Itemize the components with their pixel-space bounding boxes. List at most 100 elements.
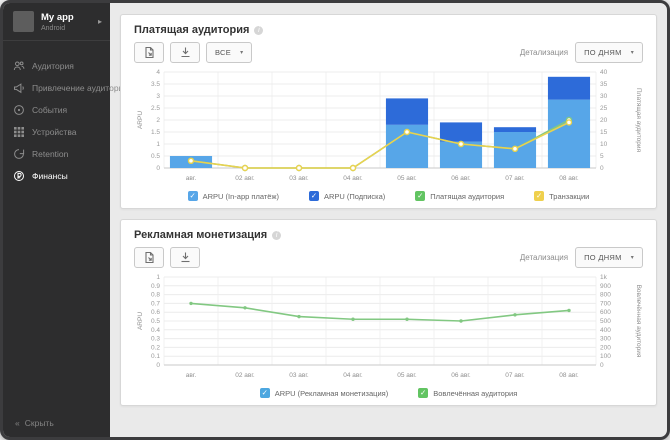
document-export-icon <box>144 251 154 264</box>
granularity-label: Детализация <box>519 253 569 262</box>
svg-text:0.3: 0.3 <box>151 336 160 343</box>
download-button[interactable] <box>170 247 200 268</box>
finance-icon <box>13 170 25 182</box>
granularity-dropdown[interactable]: ПО ДНЯМ ▾ <box>575 42 643 63</box>
legend-item[interactable]: ✓ Транзакции <box>534 191 589 201</box>
svg-text:20: 20 <box>600 117 608 124</box>
svg-text:2: 2 <box>156 117 160 124</box>
svg-text:1: 1 <box>156 141 160 148</box>
filter-dropdown[interactable]: ВСЕ ▾ <box>206 42 253 63</box>
sidebar-item-events[interactable]: События <box>3 99 110 121</box>
page-title: Рекламная монетизация <box>134 229 268 241</box>
svg-text:200: 200 <box>600 344 611 351</box>
report-button[interactable] <box>134 247 164 268</box>
checkbox-checked-icon[interactable]: ✓ <box>187 191 198 201</box>
svg-text:40: 40 <box>600 69 608 76</box>
sidebar-item-retention[interactable]: Retention <box>3 143 110 165</box>
legend-item[interactable]: ✓ Вовлечённая аудитория <box>418 388 517 398</box>
events-icon <box>13 104 25 116</box>
sidebar-item-finance[interactable]: Финансы <box>3 165 110 187</box>
svg-text:3.5: 3.5 <box>151 81 160 88</box>
checkbox-checked-icon[interactable]: ✓ <box>534 191 545 201</box>
svg-text:1: 1 <box>156 274 160 281</box>
audience-icon <box>13 60 25 72</box>
download-button[interactable] <box>170 42 200 63</box>
sidebar-item-audience[interactable]: Аудитория <box>3 55 110 77</box>
svg-text:1k: 1k <box>600 274 608 281</box>
svg-text:0.2: 0.2 <box>151 344 160 351</box>
svg-text:600: 600 <box>600 309 611 316</box>
sidebar-nav: Аудитория Привлечение аудитории События Уст… <box>3 55 128 187</box>
svg-text:07 авг.: 07 авг. <box>505 372 525 379</box>
svg-text:02 авг.: 02 авг. <box>235 372 255 379</box>
download-icon <box>181 47 189 58</box>
panel-header: Платящая аудитория i <box>134 24 643 36</box>
info-icon[interactable]: i <box>254 25 264 35</box>
legend-item[interactable]: ✓ ARPU (Рекламная монетизация) <box>259 388 389 398</box>
svg-text:Платящая аудитория: Платящая аудитория <box>635 88 642 152</box>
svg-text:0.1: 0.1 <box>151 353 160 360</box>
svg-text:0: 0 <box>600 362 604 369</box>
svg-text:900: 900 <box>600 283 611 290</box>
sidebar-item-label: Финансы <box>32 171 68 181</box>
svg-text:06 авг.: 06 авг. <box>451 175 471 182</box>
svg-text:02 авг.: 02 авг. <box>235 175 255 182</box>
sidebar-item-acquisition[interactable]: Привлечение аудитории <box>3 77 128 99</box>
info-icon[interactable]: i <box>272 230 282 240</box>
app-avatar <box>13 11 34 32</box>
svg-text:10: 10 <box>600 141 608 148</box>
svg-text:07 авг.: 07 авг. <box>505 175 525 182</box>
retention-icon <box>13 148 25 160</box>
acquisition-icon <box>13 82 25 94</box>
devices-icon <box>13 126 25 138</box>
svg-text:5: 5 <box>600 153 604 160</box>
svg-text:0.7: 0.7 <box>151 300 160 307</box>
svg-text:500: 500 <box>600 318 611 325</box>
svg-text:0: 0 <box>600 165 604 172</box>
svg-text:04 авг.: 04 авг. <box>343 175 363 182</box>
checkbox-checked-icon[interactable]: ✓ <box>308 191 319 201</box>
svg-text:03 авг.: 03 авг. <box>289 372 309 379</box>
app-switcher[interactable]: My app Android ▸ <box>3 3 110 41</box>
sidebar-item-label: Привлечение аудитории <box>32 83 129 93</box>
svg-text:300: 300 <box>600 336 611 343</box>
granularity-label: Детализация <box>519 48 569 57</box>
svg-text:35: 35 <box>600 81 608 88</box>
granularity-value: ПО ДНЯМ <box>584 253 622 262</box>
svg-text:2.5: 2.5 <box>151 105 160 112</box>
svg-text:25: 25 <box>600 105 608 112</box>
checkbox-checked-icon[interactable]: ✓ <box>415 191 426 201</box>
svg-text:1.5: 1.5 <box>151 129 160 136</box>
collapse-sidebar-button[interactable]: « Скрыть <box>3 409 110 437</box>
report-button[interactable] <box>134 42 164 63</box>
svg-text:0.9: 0.9 <box>151 283 160 290</box>
app-platform: Android <box>41 24 66 32</box>
svg-text:15: 15 <box>600 129 608 136</box>
granularity-dropdown[interactable]: ПО ДНЯМ ▾ <box>575 247 643 268</box>
sidebar-item-devices[interactable]: Устройства <box>3 121 110 143</box>
svg-text:Вовлечённая аудитория: Вовлечённая аудитория <box>635 285 642 358</box>
panel-ad-monetization: Рекламная монетизация i Детализация ПО Д… <box>120 219 657 406</box>
legend-item[interactable]: ✓ ARPU (In-app платёж) <box>187 191 279 201</box>
checkbox-checked-icon[interactable]: ✓ <box>418 388 429 398</box>
svg-text:30: 30 <box>600 93 608 100</box>
chevron-down-icon: ▾ <box>630 255 634 261</box>
checkbox-checked-icon[interactable]: ✓ <box>259 388 270 398</box>
legend-label: Платящая аудитория <box>430 191 505 201</box>
legend-label: ARPU (Рекламная монетизация) <box>274 388 389 398</box>
sidebar-item-label: События <box>32 105 68 115</box>
legend-item[interactable]: ✓ Платящая аудитория <box>415 191 504 201</box>
chevron-double-left-icon: « <box>15 418 20 428</box>
legend-item[interactable]: ✓ ARPU (Подписка) <box>308 191 385 201</box>
svg-text:4: 4 <box>156 69 160 76</box>
document-export-icon <box>144 46 154 59</box>
svg-text:05 авг.: 05 авг. <box>397 372 417 379</box>
app-meta: My app Android <box>41 12 91 32</box>
svg-text:0.6: 0.6 <box>151 309 160 316</box>
legend-label: Вовлечённая аудитория <box>433 388 518 398</box>
page-title: Платящая аудитория <box>134 24 250 36</box>
toolbar: ВСЕ ▾ Детализация ПО ДНЯМ ▾ <box>134 42 643 63</box>
svg-text:03 авг.: 03 авг. <box>289 175 309 182</box>
